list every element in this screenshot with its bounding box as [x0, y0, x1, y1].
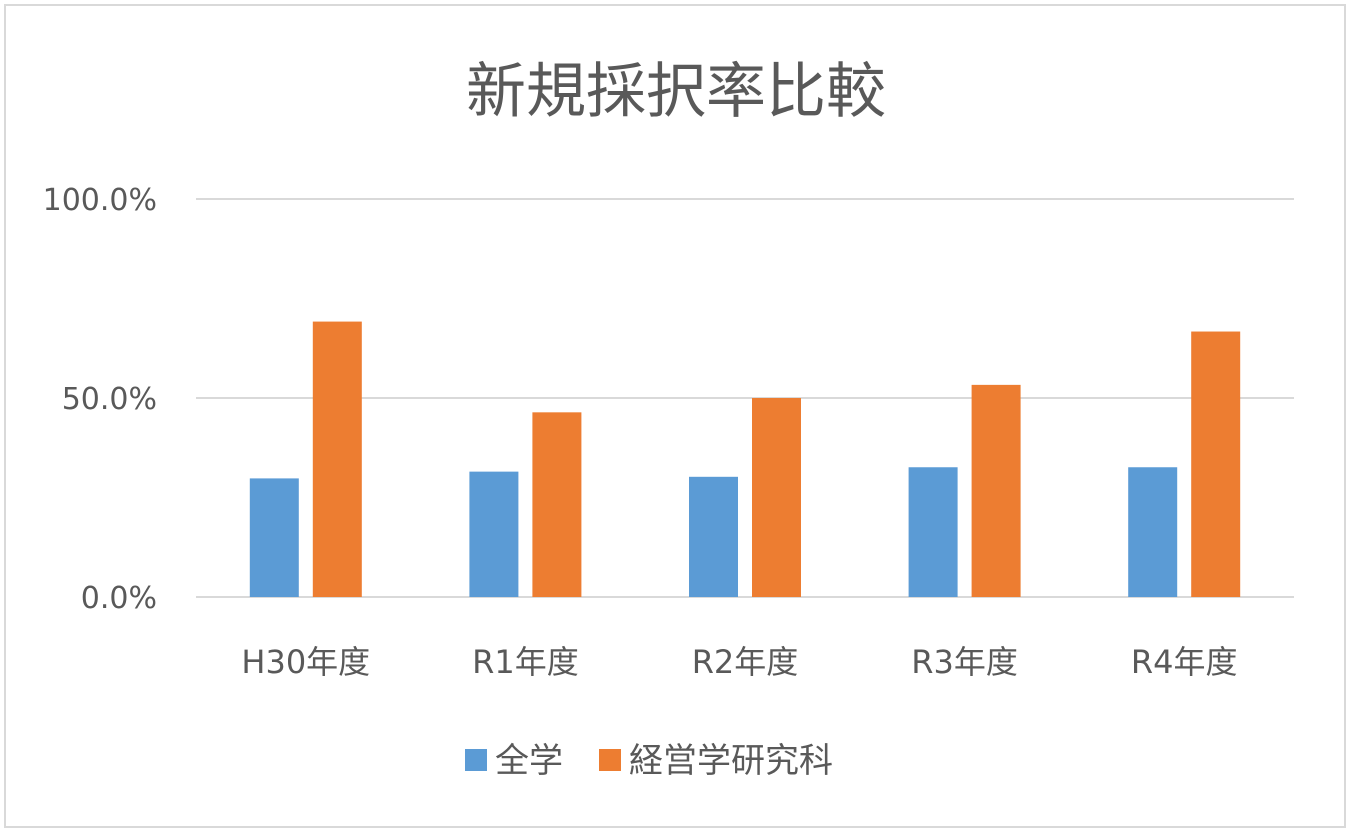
bar [532, 412, 582, 597]
bar [752, 398, 801, 597]
bar [1128, 467, 1178, 597]
y-tick-label: 0.0% [81, 581, 157, 616]
legend-swatch [599, 749, 621, 771]
x-axis-ticks: H30年度 R1年度 R2年度 R3年度 R4年度 [241, 643, 1237, 681]
bars [249, 321, 1241, 597]
bar [469, 471, 519, 597]
legend-swatch [465, 749, 487, 771]
bar [249, 478, 299, 597]
x-tick-label: R2年度 [692, 643, 799, 681]
bar [312, 321, 362, 597]
chart-title: 新規採択率比較 [466, 57, 886, 127]
legend-label: 全学 [495, 741, 563, 781]
bar [971, 384, 1021, 597]
bar [1191, 331, 1241, 597]
bar [689, 476, 738, 597]
x-tick-label: H30年度 [241, 643, 370, 681]
x-tick-label: R3年度 [911, 643, 1018, 681]
y-tick-label: 50.0% [62, 382, 157, 417]
legend: 全学 経営学研究科 [465, 741, 833, 781]
grid-lines [196, 198, 1294, 598]
y-axis-ticks: 0.0% 50.0% 100.0% [43, 183, 157, 616]
y-tick-label: 100.0% [43, 183, 157, 218]
x-tick-label: R4年度 [1131, 643, 1238, 681]
chart-frame [4, 4, 1346, 828]
bar [908, 467, 958, 597]
legend-label: 経営学研究科 [629, 741, 833, 781]
x-tick-label: R1年度 [472, 643, 579, 681]
